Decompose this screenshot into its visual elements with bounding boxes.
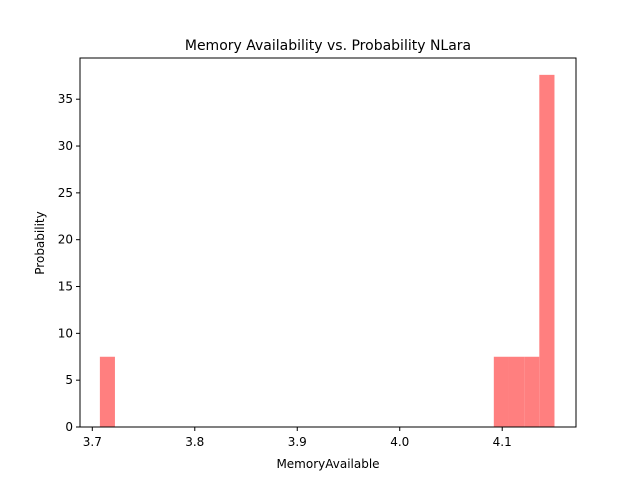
- histogram-bar-1: [99, 356, 115, 427]
- x-tick-label: 4.0: [390, 435, 409, 449]
- y-axis-ticks: 0 5 10 15 20 25 30 35: [58, 92, 80, 434]
- y-tick-label: 30: [58, 139, 73, 153]
- x-axis-label: MemoryAvailable: [276, 457, 379, 471]
- x-tick-label: 3.9: [288, 435, 307, 449]
- x-tick-label: 3.8: [185, 435, 204, 449]
- y-axis-label: Probability: [33, 211, 47, 274]
- y-tick-label: 0: [65, 420, 73, 434]
- y-tick-label: 20: [58, 233, 73, 247]
- histogram-bar-4: [524, 356, 540, 427]
- chart-title: Memory Availability vs. Probability NLar…: [185, 38, 471, 54]
- histogram-bar-2: [493, 356, 509, 427]
- plot-frame: [79, 57, 577, 428]
- x-axis-ticks: 3.7 3.8 3.9 4.0 4.1: [83, 427, 512, 449]
- y-tick-label: 5: [65, 373, 73, 387]
- histogram-bar-3: [508, 356, 525, 427]
- x-tick-label: 4.1: [493, 435, 512, 449]
- histogram-bar-5: [539, 74, 555, 428]
- y-tick-label: 15: [58, 280, 73, 294]
- y-tick-label: 10: [58, 326, 73, 340]
- x-tick-label: 3.7: [83, 435, 102, 449]
- bars-group: [99, 74, 555, 428]
- y-tick-label: 25: [58, 186, 73, 200]
- y-tick-label: 35: [58, 92, 73, 106]
